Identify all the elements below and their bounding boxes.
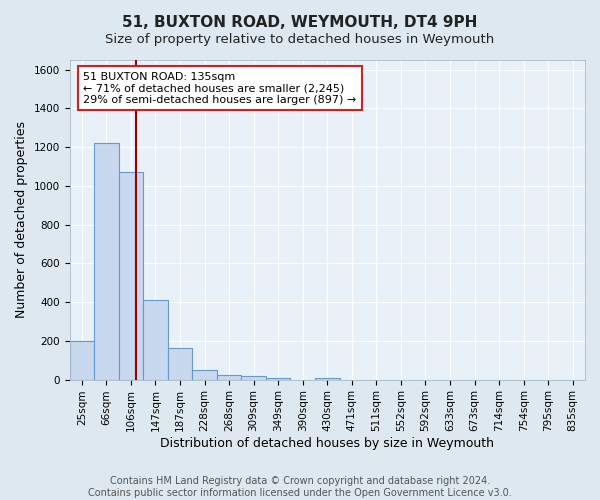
Bar [217, 375, 241, 380]
Bar [70, 341, 94, 380]
Bar [266, 378, 290, 380]
Bar [315, 378, 340, 380]
Text: Size of property relative to detached houses in Weymouth: Size of property relative to detached ho… [106, 32, 494, 46]
Text: 51, BUXTON ROAD, WEYMOUTH, DT4 9PH: 51, BUXTON ROAD, WEYMOUTH, DT4 9PH [122, 15, 478, 30]
Text: Contains HM Land Registry data © Crown copyright and database right 2024.
Contai: Contains HM Land Registry data © Crown c… [88, 476, 512, 498]
Text: 51 BUXTON ROAD: 135sqm
← 71% of detached houses are smaller (2,245)
29% of semi-: 51 BUXTON ROAD: 135sqm ← 71% of detached… [83, 72, 356, 105]
Y-axis label: Number of detached properties: Number of detached properties [15, 122, 28, 318]
X-axis label: Distribution of detached houses by size in Weymouth: Distribution of detached houses by size … [160, 437, 494, 450]
Bar [241, 376, 266, 380]
Bar [192, 370, 217, 380]
Bar [143, 300, 168, 380]
Bar [119, 172, 143, 380]
Bar [94, 144, 119, 380]
Bar [168, 348, 192, 380]
